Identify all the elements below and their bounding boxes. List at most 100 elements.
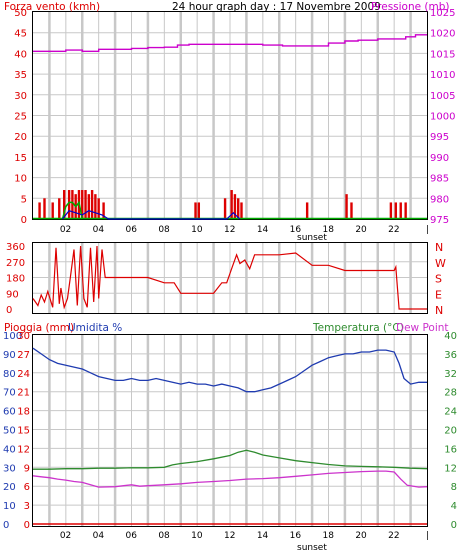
wind-y-tick-label: 45: [14, 29, 27, 40]
temperature-y-tick-label: 0: [451, 520, 457, 531]
x-tick-label: 22: [388, 531, 399, 541]
direction-y-tick-label: 270: [6, 258, 25, 269]
humidity-y-tick-label: 20: [3, 482, 16, 493]
wind-speed-bar: [58, 198, 61, 219]
wind-speed-bar: [51, 202, 54, 219]
temperature-y-tick-label: 4: [451, 501, 457, 512]
temperature-y-tick-label: 8: [451, 482, 457, 493]
wind-speed-bar: [237, 198, 240, 219]
dewpoint-axis-title: Dew Point: [396, 322, 449, 334]
direction-y-tick-label: 0: [6, 305, 12, 316]
pressure-y-tick-label: 990: [430, 153, 449, 164]
rain-y-tick-label: 9: [24, 463, 30, 474]
wind-speed-bar: [230, 190, 233, 219]
rain-y-tick-label: 18: [17, 407, 30, 418]
wind-speed-bar: [67, 190, 71, 219]
humidity-y-tick-label: 80: [3, 369, 16, 380]
humidity-y-tick-label: 10: [3, 501, 16, 512]
rain-y-tick-label: 12: [17, 444, 30, 455]
wind-average-line: [62, 210, 241, 220]
x-tick-label: 08: [158, 225, 170, 235]
pressure-y-tick-label: 1000: [430, 112, 455, 123]
wind-speed-bar: [305, 202, 309, 219]
wind-speed-axis-title: Forza vento (kmh): [4, 1, 100, 13]
dewpoint-line: [32, 470, 428, 488]
direction-panel-marks: [32, 245, 427, 310]
x-tick-label: 14: [257, 225, 269, 235]
rain-axis-title: Pioggia (mm): [4, 322, 74, 334]
wind-speed-bar: [81, 190, 84, 219]
humidity-y-tick-label: 40: [3, 444, 16, 455]
humidity-y-tick-label: 30: [3, 463, 16, 474]
rain-y-tick-label: 15: [17, 426, 30, 437]
wind-panel-marks: [33, 34, 427, 220]
wind-speed-bar: [197, 202, 201, 219]
rain-y-tick-label: 30: [17, 331, 30, 342]
pressure-y-tick-label: 980: [430, 194, 449, 205]
humidity-axis-title: Umidita %: [68, 322, 122, 334]
wind-speed-bar: [394, 202, 398, 219]
x-tick-label: 14: [257, 531, 269, 541]
x-tick-label: 20: [355, 531, 367, 541]
pressure-y-tick-label: 995: [430, 132, 449, 143]
x-tick-label: 06: [126, 225, 138, 235]
temperature-y-tick-label: 24: [444, 407, 457, 418]
wind-y-tick-label: 30: [14, 91, 27, 102]
wind-panel-grid: [33, 12, 427, 219]
pressure-y-tick-label: 1015: [430, 49, 455, 60]
x-tick-label: 04: [93, 225, 105, 235]
x-tick-label: 18: [323, 225, 335, 235]
x-tick-label: 22: [388, 225, 399, 235]
wind-y-tick-label: 25: [14, 112, 27, 123]
wind-y-tick-label: 15: [14, 153, 27, 164]
x-tick-end: |: [426, 225, 429, 235]
compass-label: N: [435, 304, 443, 317]
pressure-y-tick-label: 1020: [430, 29, 455, 40]
x-tick-end: |: [426, 531, 429, 541]
compass-label: E: [435, 288, 442, 301]
temperature-y-tick-label: 28: [444, 388, 457, 399]
rain-y-tick-label: 6: [24, 482, 30, 493]
wind-y-tick-label: 35: [14, 70, 27, 81]
sunset-label-top: sunset: [297, 233, 327, 243]
wind-speed-bar: [87, 194, 91, 219]
humidity-line: [32, 347, 427, 393]
x-tick-label: 16: [290, 225, 302, 235]
wind-speed-bar: [94, 194, 97, 219]
x-tick-label: 08: [158, 531, 170, 541]
x-tick-label: 06: [126, 531, 138, 541]
pressure-line: [33, 34, 427, 52]
wind-speed-bar: [404, 202, 407, 219]
compass-label: W: [435, 257, 446, 270]
direction-y-tick-label: 360: [6, 242, 25, 253]
x-tick-label: 12: [224, 531, 235, 541]
wind-speed-bar: [240, 202, 243, 219]
wind-speed-bar: [102, 202, 105, 219]
direction-y-tick-label: 90: [6, 289, 19, 300]
temperature-y-tick-label: 40: [444, 331, 457, 342]
wind-speed-bar: [62, 190, 66, 219]
x-tick-label: 02: [60, 531, 71, 541]
chart-title: 24 hour graph day : 17 Novembre 2009: [172, 1, 381, 13]
wind-y-tick-label: 20: [14, 132, 27, 143]
wind-y-tick-label: 0: [21, 215, 27, 226]
wind-speed-bar: [71, 190, 74, 219]
pressure-axis-title: Pressione (mb): [371, 1, 450, 13]
humidity-y-tick-label: 90: [3, 350, 16, 361]
wind-speed-bar: [399, 202, 402, 219]
wind-speed-bar: [38, 202, 41, 219]
rain-y-tick-label: 21: [17, 388, 30, 399]
x-tick-label: 18: [323, 531, 335, 541]
wind-speed-bar: [97, 198, 100, 219]
wind-y-tick-label: 10: [14, 174, 27, 185]
gust-line: [61, 200, 84, 220]
x-tick-label: 16: [290, 531, 302, 541]
pressure-y-tick-label: 985: [430, 174, 449, 185]
rain-y-tick-label: 0: [24, 520, 30, 531]
sunset-label-bottom: sunset: [297, 543, 327, 553]
temp-panel-marks: [32, 347, 428, 525]
wind-speed-bar: [90, 190, 94, 219]
humidity-y-tick-label: 60: [3, 407, 16, 418]
